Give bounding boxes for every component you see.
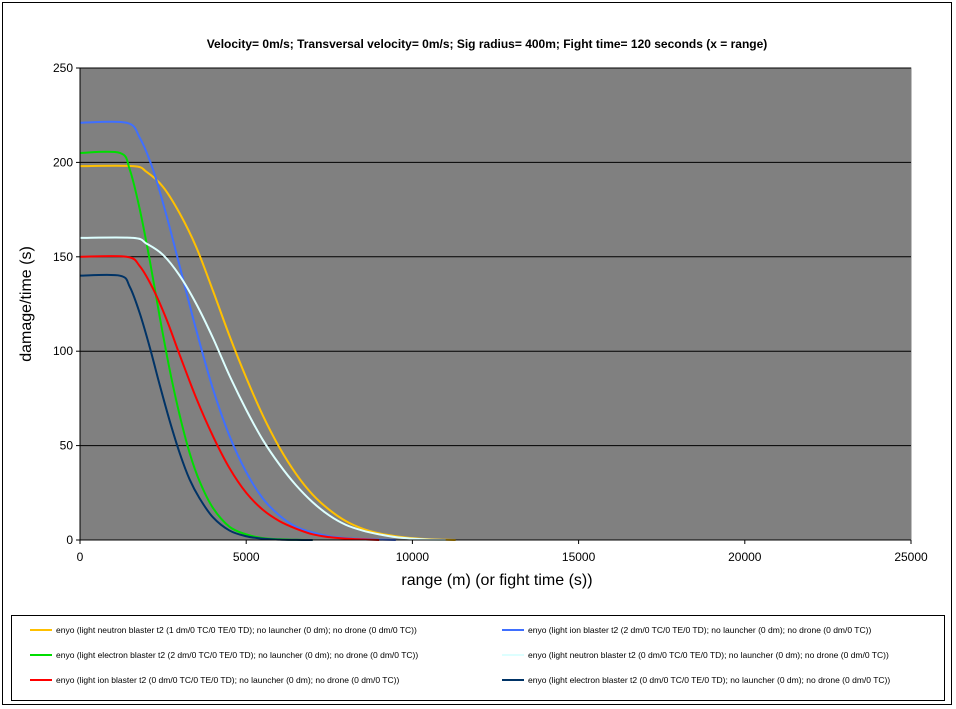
- x-tick-label: 20000: [728, 550, 762, 564]
- legend-item: enyo (light ion blaster t2 (0 dm/0 TC/0 …: [30, 675, 399, 685]
- y-tick-label: 200: [53, 155, 73, 169]
- legend-swatch: [30, 679, 52, 681]
- legend-swatch: [502, 679, 524, 681]
- y-axis-label: damage/time (s): [18, 246, 35, 362]
- y-tick-label: 50: [60, 439, 74, 453]
- series-line-6: [79, 273, 313, 541]
- plot-area: [79, 67, 912, 541]
- x-tick-label: 15000: [562, 550, 596, 564]
- x-tick-label: 0: [77, 550, 84, 564]
- chart-title: Velocity= 0m/s; Transversal velocity= 0m…: [207, 37, 768, 51]
- legend-item: enyo (light neutron blaster t2 (1 dm/0 T…: [30, 625, 417, 635]
- legend-item: enyo (light ion blaster t2 (2 dm/0 TC/0 …: [502, 625, 871, 635]
- legend-swatch: [502, 629, 524, 631]
- legend-label: enyo (light ion blaster t2 (2 dm/0 TC/0 …: [528, 625, 872, 635]
- legend: enyo (light neutron blaster t2 (1 dm/0 T…: [11, 615, 945, 701]
- chart-svg: Velocity= 0m/s; Transversal velocity= 0m…: [18, 37, 928, 589]
- legend-swatch: [30, 654, 52, 656]
- legend-item: enyo (light neutron blaster t2 (0 dm/0 T…: [502, 650, 889, 660]
- y-tick-label: 0: [66, 533, 73, 547]
- legend-swatch: [30, 629, 52, 631]
- x-tick-group: 0 5000 10000 15000 20000 25000: [77, 540, 928, 564]
- y-tick-group: 0 50 100 150 200 250: [53, 61, 80, 547]
- legend-label: enyo (light electron blaster t2 (0 dm/0 …: [528, 675, 891, 685]
- legend-item: enyo (light electron blaster t2 (2 dm/0 …: [30, 650, 418, 660]
- legend-swatch: [502, 654, 524, 656]
- legend-label: enyo (light ion blaster t2 (0 dm/0 TC/0 …: [56, 675, 400, 685]
- x-tick-label: 25000: [894, 550, 928, 564]
- series-line-5: [79, 255, 380, 541]
- legend-label: enyo (light electron blaster t2 (2 dm/0 …: [56, 650, 419, 660]
- x-tick-label: 5000: [233, 550, 260, 564]
- x-axis-label: range (m) (or fight time (s)): [401, 572, 592, 589]
- x-tick-label: 10000: [396, 550, 430, 564]
- y-tick-label: 150: [53, 250, 73, 264]
- y-tick-label: 100: [53, 344, 73, 358]
- series-group: [79, 120, 456, 541]
- y-tick-label: 250: [53, 61, 73, 75]
- series-line-4: [79, 236, 446, 541]
- legend-label: enyo (light neutron blaster t2 (0 dm/0 T…: [528, 650, 889, 660]
- legend-label: enyo (light neutron blaster t2 (1 dm/0 T…: [56, 625, 417, 635]
- legend-item: enyo (light electron blaster t2 (0 dm/0 …: [502, 675, 890, 685]
